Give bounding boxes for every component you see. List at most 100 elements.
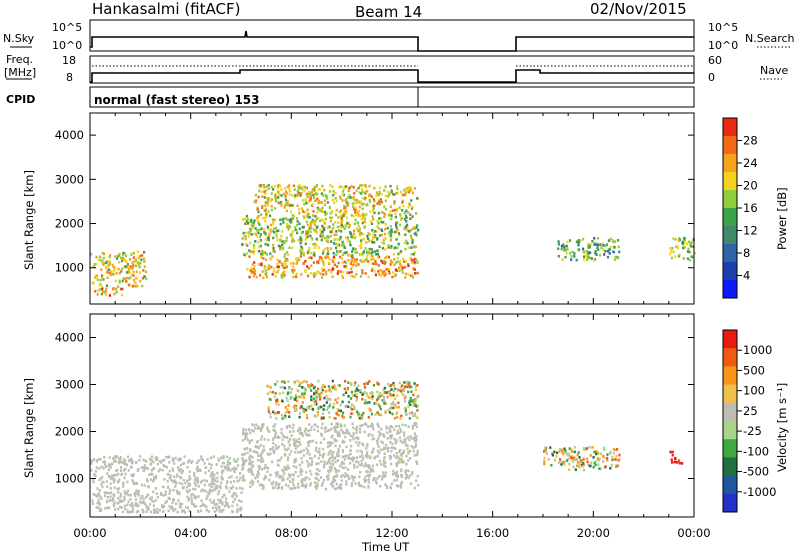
echo-cell (276, 471, 279, 474)
echo-cell (323, 188, 326, 192)
echo-cell (404, 409, 407, 413)
echo-cell (254, 232, 257, 236)
echo-cell (215, 484, 218, 488)
echo-cell (411, 414, 415, 417)
echo-cell (407, 263, 410, 266)
echo-cell (395, 230, 398, 233)
echo-cell (216, 476, 219, 480)
echo-cell (154, 476, 158, 480)
echo-cell (322, 234, 325, 237)
echo-cell (296, 429, 299, 432)
echo-cell (173, 479, 177, 482)
echo-cell (682, 246, 685, 250)
echo-cell (407, 459, 410, 462)
echo-cell (304, 427, 307, 431)
echo-cell (405, 227, 408, 231)
echo-cell (298, 222, 301, 225)
echo-cell (134, 502, 137, 505)
echo-cell (206, 491, 209, 494)
echo-cell (276, 238, 279, 242)
echo-cell (242, 439, 245, 442)
echo-cell (588, 256, 591, 260)
echo-cell (393, 200, 396, 203)
echo-cell (264, 216, 267, 220)
echo-cell (245, 459, 248, 462)
echo-cell (284, 198, 288, 201)
colorbar-tick-label: -500 (743, 465, 769, 479)
echo-cell (392, 389, 395, 393)
echo-cell (602, 454, 605, 458)
echo-cell (101, 276, 104, 280)
echo-cell (317, 188, 320, 191)
echo-cell (395, 464, 398, 468)
echo-cell (378, 393, 381, 397)
echo-cell (390, 217, 393, 221)
echo-cell (211, 480, 214, 483)
echo-cell (335, 199, 338, 203)
echo-cell (111, 475, 114, 478)
echo-cell (399, 389, 402, 393)
echo-cell (395, 226, 398, 229)
echo-cell (365, 381, 368, 385)
echo-cell (270, 265, 273, 269)
echo-cell (308, 453, 311, 456)
echo-cell (588, 464, 592, 468)
echo-cell (263, 251, 267, 255)
echo-cell (357, 444, 360, 447)
echo-cell (264, 201, 267, 204)
echo-cell (334, 479, 337, 482)
echo-cell (592, 456, 595, 459)
echo-cell (358, 416, 361, 420)
echo-cell (557, 240, 560, 243)
echo-cell (413, 257, 416, 261)
echo-cell (296, 260, 299, 264)
echo-cell (340, 475, 343, 479)
echo-cell (336, 269, 340, 273)
echo-cell (321, 447, 325, 451)
echo-cell (361, 442, 364, 446)
echo-cell (384, 227, 387, 231)
echo-cell (587, 256, 590, 259)
echo-cell (383, 402, 386, 405)
echo-cell (279, 193, 282, 197)
echo-cell (415, 438, 418, 441)
echo-cell (318, 453, 322, 457)
echo-cell (352, 205, 355, 208)
echo-cell (287, 228, 290, 231)
echo-cell (265, 189, 268, 192)
echo-cell (320, 391, 323, 395)
echo-cell (298, 211, 301, 215)
echo-cell (416, 409, 419, 412)
echo-cell (293, 442, 296, 446)
echo-cell (252, 450, 255, 453)
echo-cell (302, 225, 305, 229)
echo-cell (280, 428, 283, 431)
echo-cell (244, 452, 247, 456)
echo-cell (686, 257, 689, 260)
echo-cell (356, 251, 359, 254)
echo-cell (277, 183, 280, 187)
echo-cell (128, 511, 131, 514)
echo-cell (332, 255, 335, 259)
echo-cell (352, 247, 355, 250)
echo-cell (401, 199, 404, 203)
echo-cell (411, 241, 414, 244)
echo-cell (324, 217, 327, 221)
echo-cell (292, 438, 295, 441)
echo-cell (325, 394, 328, 398)
echo-cell (94, 290, 97, 293)
echo-cell (314, 199, 317, 202)
echo-cell (245, 252, 248, 255)
echo-cell (343, 246, 346, 249)
echo-cell (221, 461, 224, 465)
echo-cell (349, 457, 352, 460)
echo-cell (322, 383, 325, 387)
echo-cell (102, 263, 105, 267)
echo-cell (190, 497, 193, 500)
echo-cell (413, 187, 416, 190)
echo-cell (235, 476, 238, 479)
echo-cell (221, 501, 224, 504)
echo-cell (400, 414, 403, 418)
echo-cell (284, 454, 287, 457)
echo-cell (133, 482, 137, 485)
